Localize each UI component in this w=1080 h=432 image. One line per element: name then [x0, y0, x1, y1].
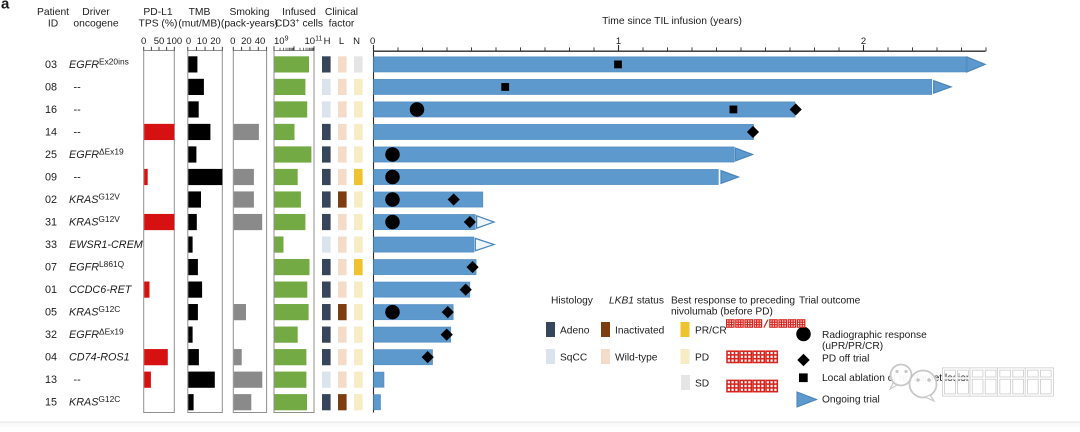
svg-text:oncogene: oncogene	[73, 19, 119, 30]
svg-text:Patient: Patient	[37, 7, 69, 18]
svg-text:109: 109	[274, 36, 289, 48]
svg-text:03: 03	[45, 59, 57, 71]
svg-text:(mut/MB): (mut/MB)	[178, 19, 220, 30]
svg-text:33: 33	[45, 239, 57, 251]
svg-text:Infused: Infused	[282, 7, 316, 18]
svg-text:--: --	[74, 374, 82, 386]
svg-text:PR/CR: PR/CR	[695, 326, 727, 337]
svg-text:(uPR/PR/CR): (uPR/PR/CR)	[822, 341, 883, 352]
svg-text:1011: 1011	[305, 36, 323, 48]
svg-text:PD-L1: PD-L1	[143, 7, 172, 18]
svg-text:20: 20	[210, 36, 221, 47]
svg-text:CCDC6-RET: CCDC6-RET	[69, 284, 133, 296]
svg-text:32: 32	[45, 329, 57, 341]
svg-text:Wild-type: Wild-type	[615, 353, 658, 364]
svg-text:PD: PD	[695, 353, 709, 364]
svg-text:CD3+ cells: CD3+ cells	[275, 18, 323, 30]
svg-text:--: --	[74, 104, 82, 116]
svg-text:Ongoing trial: Ongoing trial	[822, 394, 880, 405]
svg-text:16: 16	[45, 104, 57, 116]
svg-text:a: a	[1, 0, 10, 13]
svg-text:SD: SD	[695, 379, 709, 390]
svg-text:50: 50	[154, 36, 165, 47]
svg-text:--: --	[74, 81, 82, 93]
svg-text:31: 31	[45, 217, 57, 229]
svg-text:--: --	[74, 126, 82, 138]
svg-text:15: 15	[45, 397, 57, 409]
svg-text:14: 14	[45, 126, 57, 138]
svg-text:1: 1	[616, 36, 621, 47]
svg-text:Inactivated: Inactivated	[615, 326, 665, 337]
svg-text:factor: factor	[329, 19, 355, 30]
svg-text:09: 09	[45, 172, 57, 184]
svg-text:Histology: Histology	[551, 296, 594, 307]
svg-text:02: 02	[45, 194, 57, 206]
svg-text:--: --	[74, 172, 82, 184]
svg-text:CD74-ROS1: CD74-ROS1	[69, 352, 130, 364]
svg-text:LKB1 status: LKB1 status	[609, 296, 664, 307]
svg-text:PD off trial: PD off trial	[822, 354, 869, 365]
svg-text:TPS (%): TPS (%)	[139, 19, 178, 30]
svg-text:Adeno: Adeno	[560, 326, 590, 337]
svg-text:04: 04	[45, 352, 57, 364]
svg-text:0: 0	[141, 36, 146, 47]
svg-text:TMB: TMB	[189, 7, 211, 18]
svg-text:Best response to preceding: Best response to preceding	[671, 296, 795, 307]
svg-text:N: N	[353, 36, 360, 47]
svg-text:20: 20	[241, 36, 252, 47]
svg-text:07: 07	[45, 262, 57, 274]
svg-text:Smoking: Smoking	[229, 7, 269, 18]
svg-text:2: 2	[861, 36, 866, 47]
svg-text:Driver: Driver	[82, 7, 110, 18]
svg-text:nivolumab (before PD): nivolumab (before PD)	[671, 307, 773, 318]
svg-text:100: 100	[166, 36, 182, 47]
svg-text:SqCC: SqCC	[560, 353, 587, 364]
svg-text:05: 05	[45, 307, 57, 319]
svg-text:08: 08	[45, 81, 57, 93]
svg-text:Clinical: Clinical	[325, 7, 358, 18]
svg-text:H: H	[324, 36, 331, 47]
svg-text:01: 01	[45, 284, 57, 296]
svg-text:ID: ID	[48, 19, 58, 30]
svg-text:25: 25	[45, 149, 57, 161]
svg-text:0: 0	[370, 36, 375, 47]
svg-text:0: 0	[230, 36, 235, 47]
svg-text:Radiographic response: Radiographic response	[822, 330, 927, 341]
svg-text:L: L	[339, 36, 344, 47]
svg-text:EWSR1-CREM: EWSR1-CREM	[69, 239, 143, 251]
svg-text:13: 13	[45, 374, 57, 386]
svg-text:0: 0	[186, 36, 191, 47]
svg-text:10: 10	[197, 36, 208, 47]
svg-text:Trial outcome: Trial outcome	[799, 296, 861, 307]
svg-text:(pack-years): (pack-years)	[221, 19, 278, 30]
svg-text:40: 40	[255, 36, 266, 47]
svg-text:Time since TIL infusion (years: Time since TIL infusion (years)	[602, 16, 742, 27]
